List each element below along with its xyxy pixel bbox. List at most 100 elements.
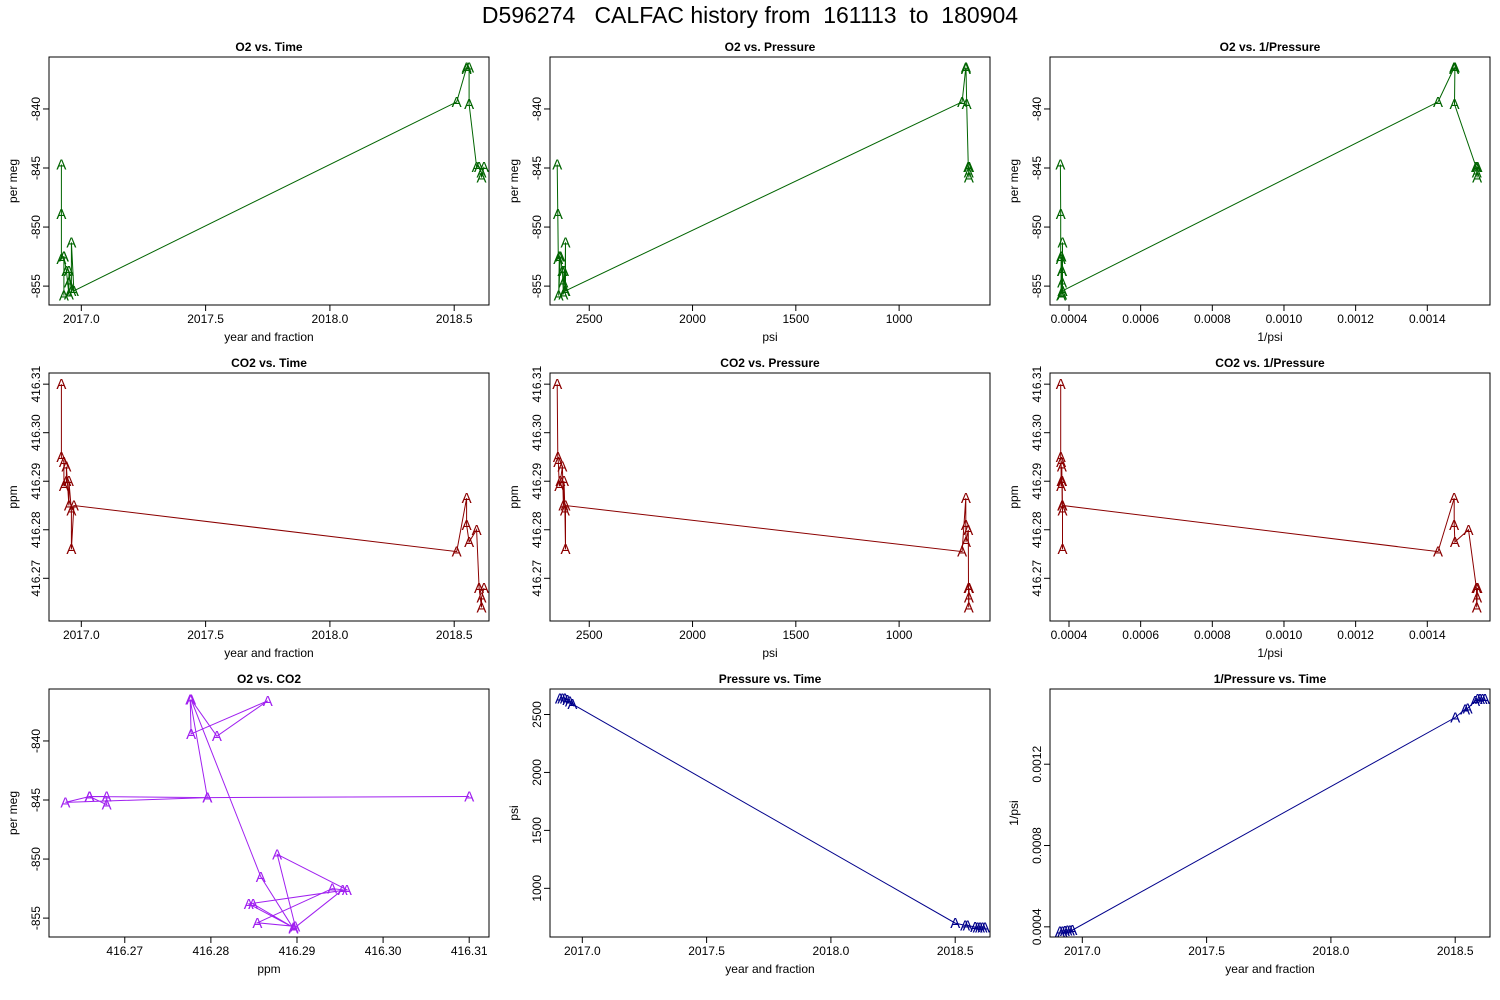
data-point: A — [1472, 159, 1482, 176]
data-point: A — [961, 534, 971, 551]
data-point: A — [975, 920, 985, 937]
data-point: A — [553, 449, 563, 466]
data-point: A — [1472, 599, 1482, 616]
series-line — [65, 699, 470, 930]
y-tick-label: -850 — [29, 215, 43, 239]
x-tick-label: 416.31 — [451, 944, 488, 958]
data-point: A — [474, 159, 484, 176]
x-axis-label: 1/psi — [1257, 330, 1282, 344]
data-point: A — [290, 918, 300, 935]
data-point: A — [66, 283, 76, 300]
y-axis-label: psi — [507, 805, 521, 820]
y-tick-label: 416.28 — [1030, 511, 1044, 548]
x-axis-label: year and fraction — [224, 646, 313, 660]
series-line — [556, 67, 970, 296]
y-tick-label: 2000 — [530, 759, 544, 786]
y-axis-label: ppm — [1007, 485, 1021, 508]
data-point: A — [1056, 288, 1066, 305]
series-line — [559, 697, 985, 929]
data-point: A — [1058, 283, 1068, 300]
data-point: A — [1057, 497, 1067, 514]
data-point: A — [1463, 522, 1473, 539]
data-point: A — [464, 60, 474, 77]
chart-o2-invpressure: O2 vs. 1/Pressure 0.0004 0.0006 0.0008 0.001… — [1007, 40, 1491, 344]
data-point: A — [554, 478, 564, 495]
x-tick-label: 1500 — [782, 628, 809, 642]
data-point: A — [327, 881, 337, 898]
chart-o2-time: O2 vs. Time 2017.0 2017.5 2018.0 2018.5 -840 -… — [6, 40, 490, 344]
series-line — [60, 66, 485, 296]
x-tick-label: 2018.0 — [1313, 944, 1350, 958]
chart-o2-co2: O2 vs. CO2 416.27 416.28 416.29 416.30 416.31… — [6, 672, 490, 976]
data-point: A — [56, 206, 66, 223]
x-tick-label: 416.29 — [279, 944, 316, 958]
chart-co2-pressure: CO2 vs. Pressure 2500 2000 1500 1000 416.27 41… — [507, 356, 991, 660]
x-tick-label: 2500 — [576, 628, 603, 642]
data-point: A — [59, 249, 69, 266]
data-point: A — [1058, 283, 1068, 300]
y-tick-label: 416.29 — [1030, 463, 1044, 500]
data-point: A — [560, 690, 570, 707]
data-point: A — [553, 206, 563, 223]
series-line — [1059, 698, 1485, 932]
data-point: A — [1471, 159, 1481, 176]
data-point: A — [960, 917, 970, 934]
data-point: A — [56, 449, 66, 466]
data-point: A — [452, 544, 462, 561]
x-tick-label: 0.0010 — [1266, 312, 1303, 326]
data-point: A — [555, 690, 565, 707]
x-axis-label: year and fraction — [1225, 962, 1314, 976]
data-point: A — [66, 234, 76, 251]
data-point: A — [272, 846, 282, 863]
y-tick-label: 0.0004 — [1030, 908, 1044, 945]
chart-title: CO2 vs. 1/Pressure — [1215, 356, 1325, 370]
x-tick-label: 0.0014 — [1409, 312, 1446, 326]
x-tick-label: 2017.0 — [564, 944, 601, 958]
x-tick-label: 2018.0 — [813, 944, 850, 958]
data-point: A — [1449, 517, 1459, 534]
data-point: A — [1449, 61, 1459, 78]
data-point: A — [962, 96, 972, 113]
data-point: A — [555, 473, 565, 490]
data-point: A — [256, 869, 266, 886]
chart-title: CO2 vs. Time — [231, 356, 307, 370]
y-tick-label: 416.31 — [530, 365, 544, 402]
y-axis-label: per meg — [6, 159, 20, 203]
series-line — [1060, 384, 1478, 608]
chart-title: O2 vs. CO2 — [237, 672, 301, 686]
plot-frame — [1049, 56, 1491, 306]
y-axis-label: per meg — [1007, 159, 1021, 203]
data-point: A — [1056, 376, 1066, 393]
data-point: A — [559, 263, 569, 280]
y-axis-label: ppm — [507, 485, 521, 508]
data-point: A — [66, 541, 76, 558]
y-tick-label: -845 — [29, 156, 43, 180]
series-line — [1059, 65, 1478, 296]
data-point: A — [59, 454, 69, 471]
chart-pressure-time: Pressure vs. Time 2017.0 2017.5 2018.0 2018.… — [507, 672, 991, 976]
data-point: A — [1057, 286, 1067, 303]
data-point: A — [452, 94, 462, 111]
data-point: A — [64, 497, 74, 514]
data-point: A — [560, 502, 570, 519]
data-point: A — [56, 376, 66, 393]
data-point: A — [1056, 454, 1066, 471]
x-tick-label: 0.0006 — [1122, 628, 1159, 642]
data-point: A — [562, 692, 572, 709]
data-point: A — [186, 692, 196, 709]
x-axis-label: year and fraction — [725, 962, 814, 976]
y-tick-label: -850 — [530, 215, 544, 239]
data-point: A — [1057, 923, 1067, 940]
data-point: A — [59, 249, 69, 266]
x-tick-label: 1000 — [886, 628, 913, 642]
series-line — [556, 384, 970, 608]
data-point: A — [558, 497, 568, 514]
data-point: A — [248, 896, 258, 913]
chart-invpressure-time: 1/Pressure vs. Time 2017.0 2017.5 2018.0 201… — [1007, 672, 1491, 976]
data-point: A — [1471, 580, 1481, 597]
data-point: A — [338, 882, 348, 899]
data-point: A — [1055, 923, 1065, 940]
data-point: A — [263, 693, 273, 710]
y-tick-label: 416.28 — [530, 511, 544, 548]
x-tick-label: 2018.0 — [312, 312, 349, 326]
